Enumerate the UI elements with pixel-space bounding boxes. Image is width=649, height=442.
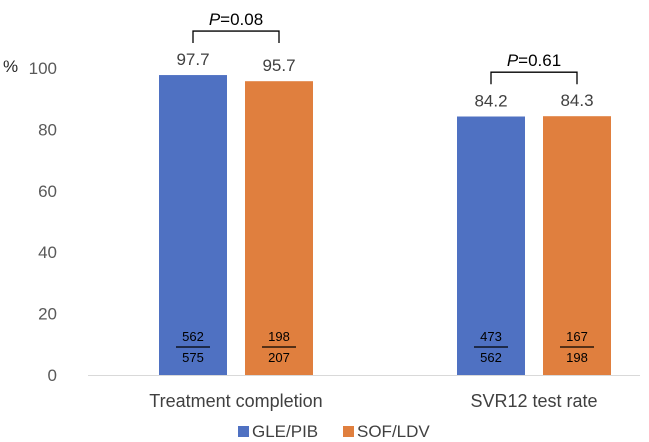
bar-value-label: 95.7 xyxy=(262,56,295,75)
y-tick-label: 100 xyxy=(29,59,57,78)
y-axis: 0 20 40 60 80 100% xyxy=(3,57,640,385)
fraction-denominator: 575 xyxy=(182,350,204,365)
bar-gle-pib-2 xyxy=(457,116,525,376)
p-value-label: P=0.61 xyxy=(507,51,561,70)
legend: GLE/PIB SOF/LDV xyxy=(238,422,430,441)
p-value-bracket xyxy=(192,30,280,44)
fraction-denominator: 562 xyxy=(480,350,502,365)
legend-label: SOF/LDV xyxy=(357,422,430,441)
fraction-denominator: 198 xyxy=(566,350,588,365)
y-tick-label: 40 xyxy=(38,243,57,262)
fraction-numerator: 562 xyxy=(182,329,204,344)
y-tick-label: 80 xyxy=(38,120,57,139)
legend-swatch xyxy=(343,426,354,437)
fraction-numerator: 198 xyxy=(268,329,290,344)
x-category-label: Treatment completion xyxy=(149,391,322,411)
x-axis-labels: Treatment completion SVR12 test rate xyxy=(149,391,597,411)
bar-value-label: 84.3 xyxy=(560,91,593,110)
p-value-label: P=0.08 xyxy=(209,10,263,29)
p-value-bracket xyxy=(490,71,578,85)
bar-value-label: 84.2 xyxy=(474,92,507,111)
fraction-numerator: 473 xyxy=(480,329,502,344)
bars: 97.7 562 575 95.7 198 207 84.2 473 562 84.3 167 198 xyxy=(159,50,611,376)
fraction-numerator: 167 xyxy=(566,329,588,344)
p-value-brackets: P=0.08 P=0.61 xyxy=(192,10,578,85)
y-tick-label: 0 xyxy=(48,366,57,385)
bar-gle-pib-1 xyxy=(159,75,227,375)
bar-value-label: 97.7 xyxy=(176,50,209,69)
y-tick-label: 60 xyxy=(38,182,57,201)
bar-sof-ldv-2 xyxy=(543,116,611,375)
y-tick-label: 20 xyxy=(38,305,57,324)
x-category-label: SVR12 test rate xyxy=(470,391,597,411)
fraction-denominator: 207 xyxy=(268,350,290,365)
y-axis-unit-label: % xyxy=(3,57,18,76)
legend-swatch xyxy=(238,426,249,437)
legend-label: GLE/PIB xyxy=(252,422,318,441)
bar-sof-ldv-1 xyxy=(245,81,313,376)
